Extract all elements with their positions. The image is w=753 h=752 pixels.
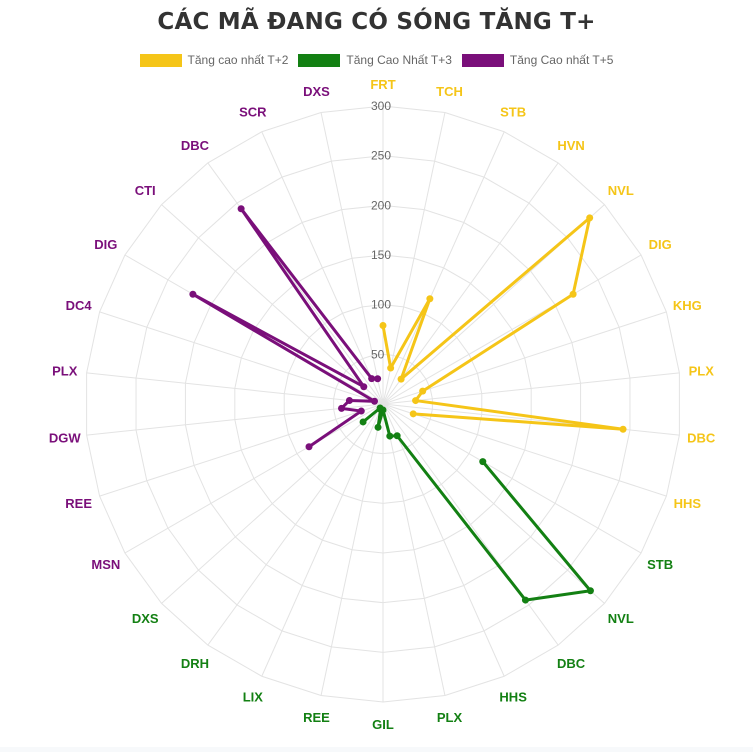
- grid-ring: [135, 155, 631, 653]
- category-label: PLX: [689, 364, 715, 379]
- category-label: DIG: [94, 237, 117, 252]
- tick-label: 300: [371, 99, 391, 113]
- data-point[interactable]: [412, 397, 420, 405]
- data-point[interactable]: [345, 396, 353, 404]
- category-label: REE: [65, 496, 92, 511]
- data-series: [189, 205, 627, 604]
- data-point[interactable]: [569, 290, 577, 298]
- category-labels: FRT TCH STB HVN NVL DIG KHG PLX DBC HHS STB NVL DBC H…: [49, 77, 716, 732]
- category-label: DXS: [303, 84, 330, 99]
- series-line: [191, 207, 378, 448]
- category-label: DBC: [557, 656, 586, 671]
- data-point[interactable]: [479, 458, 487, 466]
- data-point[interactable]: [409, 410, 417, 418]
- legend-label-t3: Tăng Cao Nhất T+3: [346, 53, 452, 67]
- legend-label-t5: Tăng Cao nhất T+5: [509, 53, 614, 67]
- category-label: PLX: [52, 364, 78, 379]
- data-point[interactable]: [393, 432, 401, 440]
- category-label: CTI: [135, 183, 156, 198]
- category-label: REE: [303, 710, 330, 725]
- data-point[interactable]: [397, 375, 405, 383]
- data-point[interactable]: [619, 425, 627, 433]
- tick-label: 250: [371, 149, 391, 163]
- category-label: NVL: [608, 611, 634, 626]
- data-point[interactable]: [237, 205, 245, 213]
- chart-title: CÁC MÃ ĐANG CÓ SÓNG TĂNG T+: [157, 9, 596, 35]
- data-point[interactable]: [426, 295, 434, 303]
- data-point[interactable]: [374, 423, 382, 431]
- category-label: DBC: [687, 430, 716, 445]
- category-label: NVL: [608, 183, 634, 198]
- data-point[interactable]: [374, 375, 382, 383]
- category-label: PLX: [437, 710, 463, 725]
- grid-ring: [86, 105, 680, 703]
- legend-item-t5[interactable]: Tăng Cao nhất T+5: [461, 53, 614, 67]
- category-label: STB: [647, 557, 673, 572]
- category-label: DC4: [66, 298, 93, 313]
- series-1: [359, 404, 594, 604]
- category-label: DGW: [49, 430, 82, 445]
- legend-swatch-t3: [298, 53, 341, 67]
- data-point[interactable]: [419, 387, 427, 395]
- data-point[interactable]: [586, 587, 594, 595]
- data-point[interactable]: [376, 404, 384, 412]
- data-point[interactable]: [379, 322, 387, 330]
- legend-swatch-t5: [461, 53, 504, 67]
- legend: Tăng cao nhất T+2 Tăng Cao Nhất T+3 Tăng…: [0, 53, 753, 67]
- data-point[interactable]: [521, 596, 529, 604]
- data-point[interactable]: [189, 290, 197, 298]
- tick-label: 150: [371, 248, 391, 262]
- category-label: HHS: [499, 689, 527, 704]
- legend-label-t2: Tăng cao nhất T+2: [187, 53, 289, 67]
- category-label: DXS: [132, 611, 159, 626]
- legend-item-t2[interactable]: Tăng cao nhất T+2: [139, 53, 289, 67]
- data-point[interactable]: [368, 375, 376, 383]
- bottom-band: [0, 747, 753, 752]
- data-point[interactable]: [357, 407, 365, 415]
- category-label: FRT: [370, 77, 395, 92]
- category-label: DBC: [181, 138, 210, 153]
- tick-label: 200: [371, 198, 391, 212]
- series-line: [381, 216, 625, 431]
- category-label: HHS: [674, 496, 702, 511]
- category-label: TCH: [436, 84, 463, 99]
- category-label: MSN: [91, 557, 120, 572]
- radial-axis-ticks: 50 100 150 200 250 300: [371, 99, 391, 361]
- data-point[interactable]: [370, 397, 378, 405]
- category-label: KHG: [673, 298, 702, 313]
- category-label: STB: [500, 105, 526, 120]
- tick-label: 50: [371, 347, 385, 361]
- category-label: GIL: [372, 717, 394, 732]
- data-point[interactable]: [338, 404, 346, 412]
- legend-item-t3[interactable]: Tăng Cao Nhất T+3: [298, 53, 452, 67]
- category-label: HVN: [557, 138, 584, 153]
- data-point[interactable]: [305, 443, 313, 451]
- data-point[interactable]: [360, 383, 368, 391]
- series-0: [379, 214, 627, 433]
- data-point[interactable]: [586, 214, 594, 222]
- category-label: SCR: [239, 105, 267, 120]
- legend-swatch-t2: [139, 53, 182, 67]
- category-label: DIG: [649, 237, 672, 252]
- series-2: [189, 205, 382, 451]
- data-point[interactable]: [359, 418, 367, 426]
- data-point[interactable]: [386, 432, 394, 440]
- category-label: LIX: [243, 689, 264, 704]
- radar-grid: [86, 105, 680, 703]
- tick-label: 100: [371, 298, 391, 312]
- category-label: DRH: [181, 656, 209, 671]
- data-point[interactable]: [387, 364, 395, 372]
